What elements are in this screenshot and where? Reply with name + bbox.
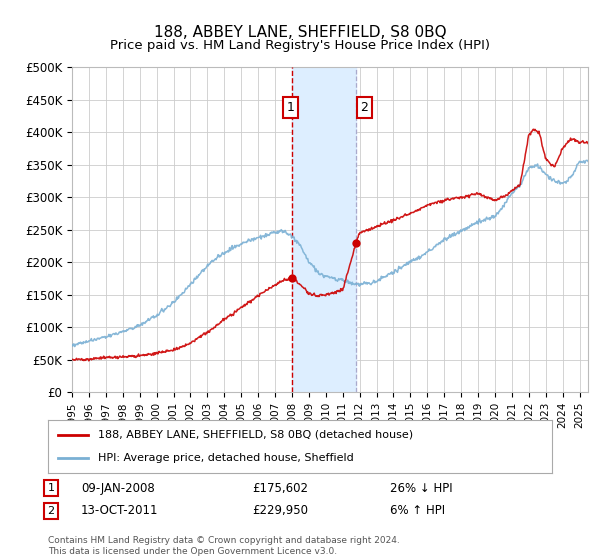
Text: 1: 1 (47, 483, 55, 493)
Text: HPI: Average price, detached house, Sheffield: HPI: Average price, detached house, Shef… (98, 453, 354, 463)
Text: £175,602: £175,602 (252, 482, 308, 495)
Text: £229,950: £229,950 (252, 504, 308, 517)
Text: 188, ABBEY LANE, SHEFFIELD, S8 0BQ (detached house): 188, ABBEY LANE, SHEFFIELD, S8 0BQ (deta… (98, 430, 413, 440)
Text: 2: 2 (361, 101, 368, 114)
Text: 2: 2 (47, 506, 55, 516)
Text: 188, ABBEY LANE, SHEFFIELD, S8 0BQ: 188, ABBEY LANE, SHEFFIELD, S8 0BQ (154, 25, 446, 40)
Text: 09-JAN-2008: 09-JAN-2008 (81, 482, 155, 495)
Text: Price paid vs. HM Land Registry's House Price Index (HPI): Price paid vs. HM Land Registry's House … (110, 39, 490, 52)
Text: 1: 1 (287, 101, 295, 114)
Text: 13-OCT-2011: 13-OCT-2011 (81, 504, 158, 517)
Text: 6% ↑ HPI: 6% ↑ HPI (390, 504, 445, 517)
Bar (292, 67, 356, 392)
Text: Contains HM Land Registry data © Crown copyright and database right 2024.
This d: Contains HM Land Registry data © Crown c… (48, 536, 400, 556)
Text: 26% ↓ HPI: 26% ↓ HPI (390, 482, 452, 495)
